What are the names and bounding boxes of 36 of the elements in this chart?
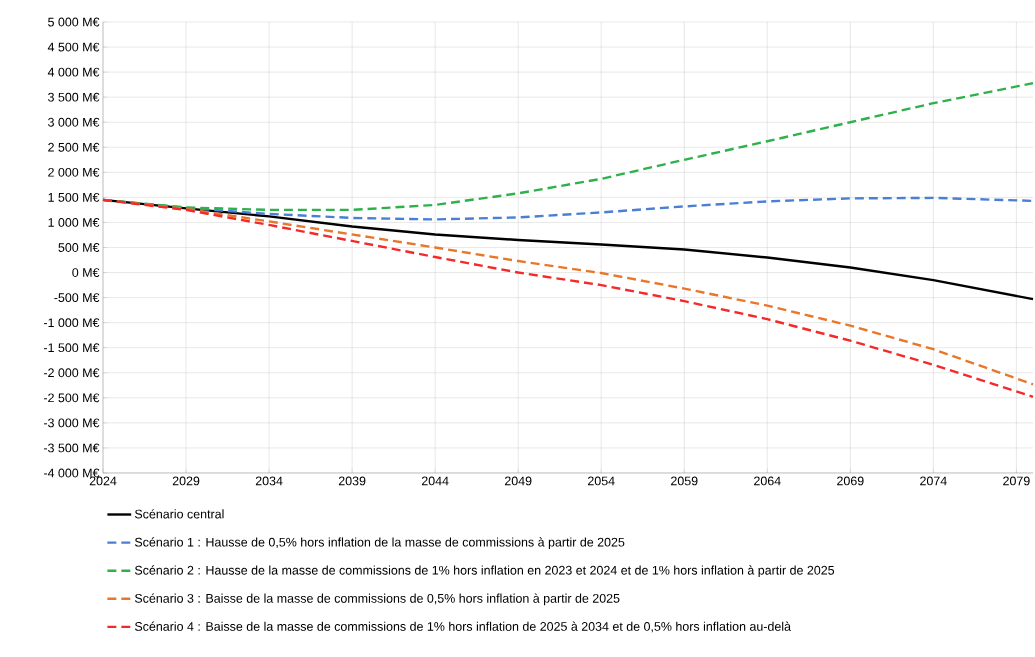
legend-label: Scénario 1 : Hausse de 0,5% hors inflation de la masse de commissions à partir de 2025 <box>134 537 625 550</box>
y-tick-label: 3 500 M€ <box>48 92 100 102</box>
y-tick-label: -500 M€ <box>54 293 100 303</box>
y-tick-label: -3 500 M€ <box>43 443 100 453</box>
x-tick-label: 2024 <box>89 476 117 486</box>
y-tick-label: -4 000 M€ <box>43 468 100 478</box>
x-tick-label: 2049 <box>504 476 532 486</box>
legend-label: Scénario 2 : Hausse de la masse de commissions de 1% hors inflation en 2023 et 2024 et de 1% hors inflation à partir de 2025 <box>134 565 835 578</box>
x-tick-label: 2054 <box>588 476 615 486</box>
x-tick-label: 2044 <box>421 476 449 486</box>
x-tick-label: 2034 <box>255 476 283 486</box>
y-tick-label: 4 500 M€ <box>47 42 100 52</box>
y-tick-label: 4 000 M€ <box>47 67 100 77</box>
x-tick-label: 2064 <box>754 476 781 486</box>
x-tick-label: 2069 <box>837 476 864 486</box>
y-tick-label: 1 500 M€ <box>48 192 100 202</box>
x-tick-label: 2079 <box>1003 476 1030 486</box>
legend-label: Scénario 4 : Baisse de la masse de commissions de 1% hors inflation de 2025 à 2034 et de 0,5% hors inflation au-delà <box>134 621 791 633</box>
x-tick-label: 2059 <box>671 476 698 486</box>
y-tick-label: 2 500 M€ <box>48 142 100 152</box>
y-tick-label: 500 M€ <box>58 243 100 252</box>
y-tick-label: -1 500 M€ <box>43 343 100 353</box>
y-tick-label: 2 000 M€ <box>48 167 100 177</box>
y-tick-label: 5 000 M€ <box>48 17 100 27</box>
y-tick-label: 3 000 M€ <box>48 117 100 127</box>
y-tick-label: -2 000 M€ <box>43 368 100 378</box>
x-tick-label: 2029 <box>172 476 200 486</box>
y-tick-label: -2 500 M€ <box>43 393 100 403</box>
legend-label: Scénario central <box>134 509 224 519</box>
x-tick-label: 2039 <box>338 476 366 486</box>
y-tick-label: 0 M€ <box>72 268 100 277</box>
x-tick-label: 2074 <box>920 476 947 486</box>
y-tick-label: -3 000 M€ <box>43 418 100 428</box>
legend-label: Scénario 3 : Baisse de la masse de commissions de 0,5% hors inflation à partir de 2025 <box>134 593 620 606</box>
y-tick-label: 1 000 M€ <box>48 218 100 227</box>
y-tick-label: -1 000 M€ <box>43 318 100 328</box>
